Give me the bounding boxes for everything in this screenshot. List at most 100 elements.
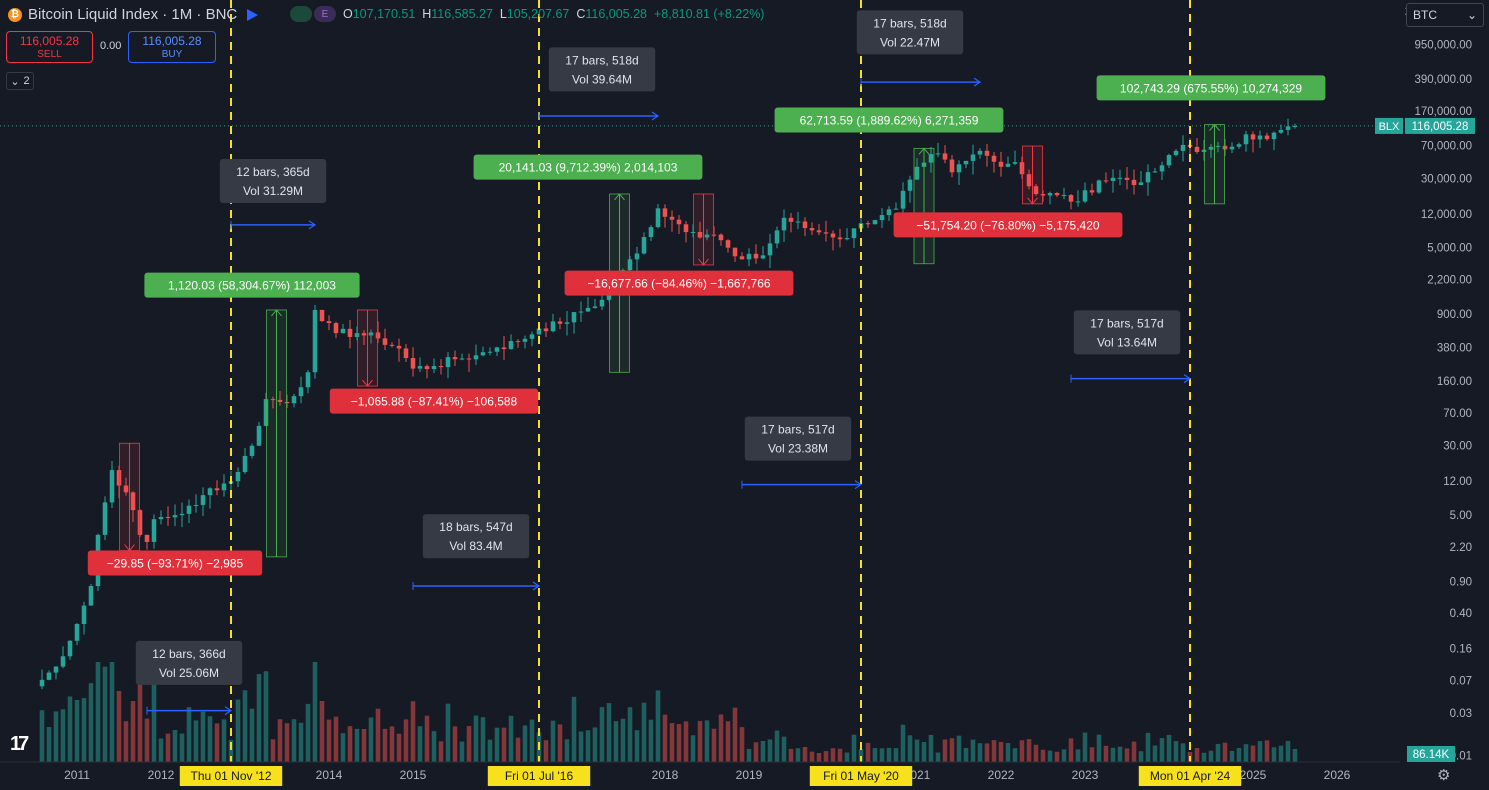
- x-tick-label: 2019: [736, 768, 763, 782]
- annotation-label: 1,120.03 (58,304.67%) 112,003: [168, 279, 336, 293]
- symbol-tag: [1375, 117, 1403, 134]
- candle: [487, 351, 493, 353]
- volume-bar: [662, 714, 668, 762]
- y-tick-label: 160.00: [1437, 376, 1472, 388]
- gear-icon[interactable]: ⚙: [1437, 767, 1451, 784]
- candle: [186, 505, 192, 514]
- volume-bar: [683, 721, 689, 762]
- candle: [641, 237, 647, 254]
- volume-bars: [39, 662, 1298, 762]
- volume-bar: [1096, 734, 1102, 762]
- annotation-label: 20,141.03 (9,712.39%) 2,014,103: [499, 161, 678, 175]
- volume-bar: [193, 720, 199, 762]
- volume-bar: [620, 718, 626, 762]
- volume-bar: [116, 690, 122, 762]
- annotation-box: [774, 107, 1004, 133]
- annotation-box: [329, 388, 539, 414]
- flag-icon[interactable]: [247, 8, 259, 21]
- status-dot-icon[interactable]: [290, 6, 312, 22]
- y-tick-label: 70.00: [1443, 408, 1472, 420]
- chart-title[interactable]: Bitcoin Liquid Index · 1M · BNC: [28, 6, 238, 23]
- candle: [326, 321, 332, 324]
- annotation-box: [564, 270, 794, 296]
- volume-bar: [872, 748, 878, 762]
- volume-bar: [200, 711, 206, 762]
- volume-bar: [858, 749, 864, 762]
- volume-bar: [970, 739, 976, 762]
- volume-bar: [1173, 741, 1179, 762]
- candle: [1068, 195, 1074, 202]
- volume-bar: [774, 730, 780, 762]
- candle: [662, 208, 668, 217]
- candle: [396, 345, 402, 349]
- annotation-box: [219, 158, 327, 203]
- volume-bar: [963, 747, 969, 762]
- y-tick-label: 12,000.00: [1421, 209, 1472, 221]
- volume-bar: [529, 719, 535, 762]
- buy-price: 116,005.28: [142, 34, 202, 48]
- chart-legend: ₿ Bitcoin Liquid Index · 1M · BNC: [8, 6, 259, 23]
- earnings-pill[interactable]: E: [314, 6, 336, 22]
- volume-bar: [991, 740, 997, 762]
- candle: [347, 328, 353, 337]
- x-tick-label: 2015: [400, 768, 427, 782]
- symbol-select[interactable]: BTC ⌄: [1406, 3, 1484, 27]
- collapse-indicators-button[interactable]: ⌄ 2: [6, 72, 34, 90]
- candle: [984, 150, 990, 156]
- candle: [508, 341, 514, 350]
- volume-bar: [781, 736, 787, 762]
- x-tick-label: 2026: [1324, 768, 1351, 782]
- volume-bar: [60, 709, 66, 762]
- candle: [900, 190, 906, 209]
- y-tick-label: 170,000.00: [1414, 106, 1472, 118]
- volume-bar: [151, 668, 157, 762]
- volume-bar: [1201, 752, 1207, 762]
- time-marker-tag: [1138, 766, 1242, 786]
- candle: [74, 624, 80, 641]
- candle: [1026, 174, 1032, 187]
- volume-bar: [1208, 750, 1214, 762]
- price-axis[interactable]: 2,250,000.00950,000.00390,000.00170,000.…: [1375, 6, 1475, 763]
- candle: [1047, 193, 1053, 196]
- candle: [319, 309, 325, 322]
- candle: [1089, 190, 1095, 193]
- volume-bar: [550, 720, 556, 762]
- candle: [571, 312, 577, 323]
- candle: [991, 155, 997, 162]
- candle: [872, 220, 878, 225]
- volume-bar: [1180, 743, 1186, 762]
- time-axis[interactable]: 2011201220142015201720182019202120222023…: [0, 761, 1400, 786]
- volume-bar: [627, 707, 633, 762]
- volume-bar: [473, 715, 479, 762]
- vertical-lines: [230, 0, 1191, 762]
- volume-bar: [102, 666, 108, 762]
- volume-bar: [508, 715, 514, 762]
- annotation-box: [1096, 75, 1326, 101]
- sell-button[interactable]: 116,005.28 SELL: [6, 31, 93, 63]
- candle: [781, 217, 787, 231]
- volume-bar: [53, 711, 59, 762]
- y-tick-label: 5.00: [1450, 510, 1472, 522]
- candle: [550, 321, 556, 332]
- buy-button[interactable]: 116,005.28 BUY: [128, 31, 216, 63]
- volume-bar: [830, 748, 836, 762]
- candle: [417, 366, 423, 369]
- candle: [564, 322, 570, 324]
- indicator-count: 2: [23, 75, 30, 87]
- candle: [851, 228, 857, 239]
- candle: [277, 399, 283, 402]
- x-tick-label: 2022: [988, 768, 1015, 782]
- tradingview-logo-icon[interactable]: 17: [10, 733, 29, 755]
- candle: [725, 240, 731, 248]
- candle: [179, 513, 185, 516]
- volume-bar: [1145, 732, 1151, 762]
- candle: [1180, 144, 1186, 151]
- volume-bar: [137, 678, 143, 762]
- volume-bar: [879, 748, 885, 762]
- volume-bar: [739, 727, 745, 762]
- candle: [928, 154, 934, 163]
- annotations: −29.85 (−93.71%) −2,985 1,120.03 (58,304.…: [87, 10, 1326, 716]
- candle: [956, 164, 962, 173]
- candle: [165, 516, 171, 518]
